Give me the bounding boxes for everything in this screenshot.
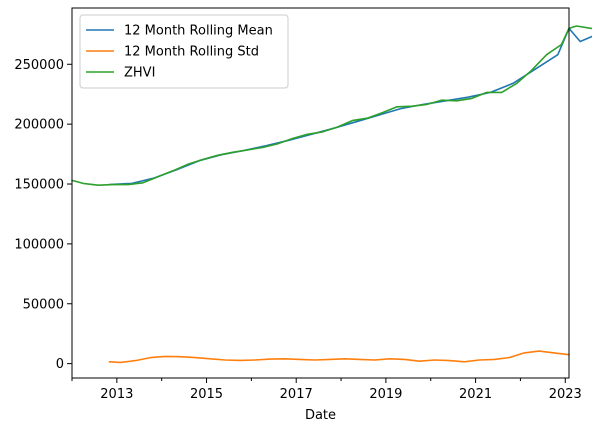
y-axis: 0 50000 100000 150000 200000 250000 <box>14 58 72 372</box>
series-line-2 <box>71 25 592 186</box>
x-tick-label: 2015 <box>190 387 223 402</box>
y-tick-label: 0 <box>56 357 64 372</box>
legend: 12 Month Rolling Mean 12 Month Rolling St… <box>79 14 289 89</box>
plot-lines <box>71 25 592 364</box>
legend-label: ZHVI <box>124 66 155 81</box>
x-tick-label: 2019 <box>369 387 402 402</box>
legend-label: 12 Month Rolling Std <box>124 45 259 60</box>
x-tick-label: 2013 <box>100 387 133 402</box>
plot-frame <box>71 7 570 379</box>
y-tick-label: 250000 <box>14 58 64 73</box>
x-axis-title: Date <box>305 408 336 423</box>
x-tick-label: 2023 <box>549 387 582 402</box>
x-tick-label: 2017 <box>280 387 313 402</box>
y-tick-label: 200000 <box>14 118 64 133</box>
x-axis: 2013 2015 2017 2019 2021 2023 <box>71 378 582 402</box>
legend-box <box>79 14 289 89</box>
x-tick-label: 2021 <box>459 387 492 402</box>
legend-label: 12 Month Rolling Mean <box>124 24 273 39</box>
series-line-1 <box>108 350 570 364</box>
y-tick-label: 150000 <box>14 178 64 193</box>
y-tick-label: 100000 <box>14 237 64 252</box>
y-tick-label: 50000 <box>23 297 64 312</box>
